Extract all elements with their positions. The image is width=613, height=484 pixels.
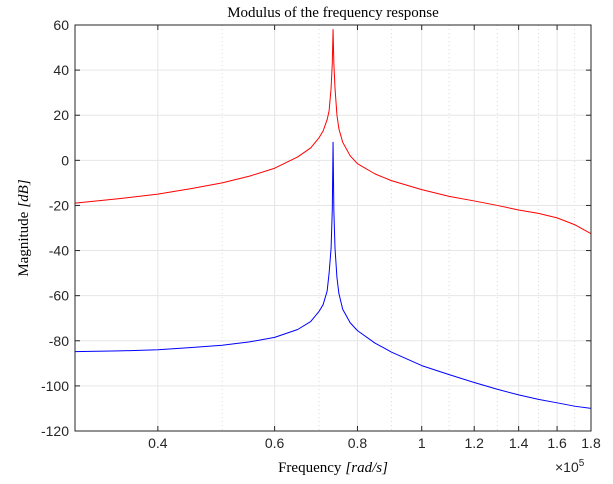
x-tick-label: 0.6 [265,435,285,451]
y-axis-label: Magnitude [dB] [16,179,32,277]
x-tick-label: 1.4 [509,435,529,451]
y-tick-label: -40 [49,243,69,259]
x-tick-label: 0.4 [148,435,168,451]
x-tick-label: 0.8 [348,435,368,451]
tick-marks [75,24,592,432]
axes-box [74,24,592,432]
y-tick-label: 20 [53,107,69,123]
y-tick-labels: 60 40 20 0 -20 -40 -60 -80 -100 -120 [41,17,69,439]
x-tick-labels: 0.4 0.6 0.8 1 1.2 1.4 1.6 1.8 [148,435,601,451]
y-tick-label: 60 [53,17,69,33]
x-axis-label: Frequency [rad/s] [278,460,388,476]
x-axis-multiplier: ×105 [555,458,585,475]
y-tick-label: 40 [53,62,69,78]
x-tick-label: 1.6 [547,435,567,451]
y-axis-label-unit: [dB] [16,179,32,208]
series-line-1 [75,29,591,235]
chart-title: Modulus of the frequency response [227,5,439,21]
x-axis-label-unit: [rad/s] [345,460,388,476]
x-tick-label: 1.2 [464,435,484,451]
y-tick-label: 0 [61,152,69,168]
y-axis-label-text: Magnitude [16,211,32,276]
series-layer [75,29,591,409]
x-tick-label: 1 [418,435,426,451]
plot-area [75,25,591,431]
y-tick-label: -120 [41,423,69,439]
series-line-2 [75,141,591,409]
y-tick-label: -80 [49,333,69,349]
x-tick-label: 1.8 [581,435,601,451]
y-tick-label: -20 [49,197,69,213]
x-axis-label-text: Frequency [278,460,342,476]
y-tick-label: -100 [41,378,69,394]
y-tick-label: -60 [49,288,69,304]
